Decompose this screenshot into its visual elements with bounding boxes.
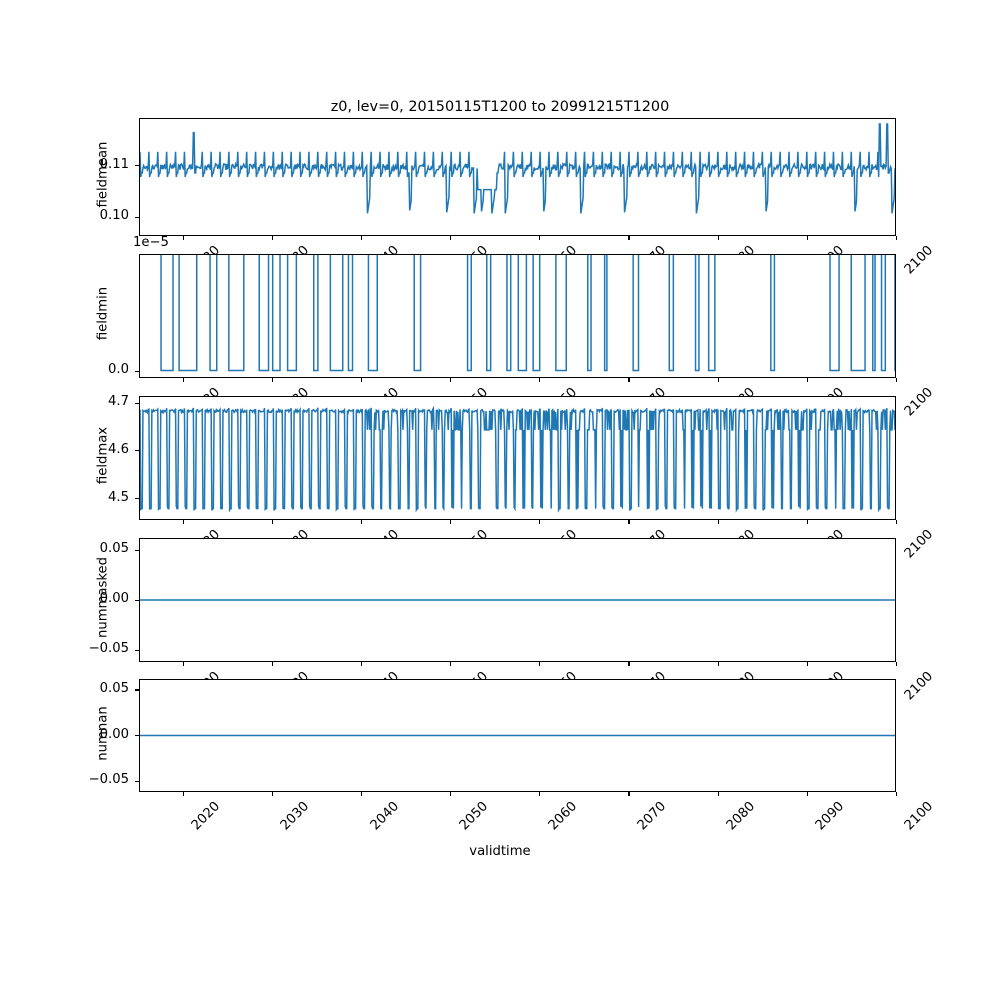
y-tick-mark bbox=[135, 216, 139, 218]
x-tick-mark bbox=[450, 378, 452, 382]
figure-title: z0, lev=0, 20150115T1200 to 20991215T120… bbox=[330, 99, 670, 115]
x-tick-mark bbox=[271, 520, 273, 524]
x-tick-mark bbox=[182, 378, 184, 382]
x-tick-mark bbox=[271, 236, 273, 240]
x-tick-label: 2100 bbox=[902, 669, 937, 704]
y-axis-label-fieldmin: fieldmin bbox=[95, 286, 111, 341]
y-tick-mark bbox=[135, 498, 139, 500]
y-tick-mark bbox=[135, 549, 139, 551]
y-tick-label: 4.6 bbox=[108, 441, 129, 457]
x-tick-mark bbox=[539, 662, 541, 666]
x-tick-label: 2100 bbox=[902, 243, 937, 278]
x-tick-label: 2090 bbox=[813, 799, 848, 834]
x-tick-mark bbox=[539, 520, 541, 524]
x-tick-mark bbox=[806, 662, 808, 666]
data-line-fieldmean bbox=[140, 123, 895, 214]
x-tick-mark bbox=[539, 378, 541, 382]
x-tick-mark bbox=[361, 792, 363, 796]
x-tick-mark bbox=[361, 236, 363, 240]
x-tick-label: 2070 bbox=[634, 799, 670, 834]
x-tick-mark bbox=[271, 662, 273, 666]
x-tick-mark bbox=[450, 792, 452, 796]
y-tick-label: 4.7 bbox=[108, 394, 129, 410]
x-tick-label: 2100 bbox=[902, 385, 937, 420]
subplot-numnan bbox=[139, 679, 896, 792]
subplot-fieldmax bbox=[139, 396, 896, 520]
x-tick-label: 2020 bbox=[189, 799, 224, 834]
x-tick-mark bbox=[628, 236, 630, 240]
subplot-fieldmin bbox=[139, 254, 896, 378]
y-tick-mark bbox=[135, 402, 139, 404]
subplot-fieldmean bbox=[139, 118, 896, 236]
x-tick-mark bbox=[806, 236, 808, 240]
x-tick-mark bbox=[271, 792, 273, 796]
x-tick-label: 2080 bbox=[723, 799, 759, 834]
y-axis-offset-text-fieldmin: 1e−5 bbox=[133, 235, 169, 250]
x-tick-label: 2100 bbox=[902, 527, 937, 562]
y-tick-label: 0.0 bbox=[108, 362, 129, 378]
x-tick-mark bbox=[450, 520, 452, 524]
x-tick-mark bbox=[450, 236, 452, 240]
y-tick-mark bbox=[135, 370, 139, 372]
data-line-fieldmax bbox=[140, 405, 895, 513]
y-tick-mark bbox=[135, 780, 139, 782]
x-tick-mark bbox=[895, 662, 897, 666]
x-tick-mark bbox=[361, 378, 363, 382]
y-tick-label: 0.05 bbox=[99, 541, 129, 556]
x-tick-mark bbox=[806, 378, 808, 382]
x-tick-mark bbox=[539, 236, 541, 240]
x-tick-mark bbox=[182, 662, 184, 666]
y-tick-label: 0.10 bbox=[99, 208, 129, 224]
x-tick-label: 2100 bbox=[902, 799, 937, 834]
y-tick-mark bbox=[135, 165, 139, 167]
x-tick-label: 2050 bbox=[456, 799, 491, 834]
x-axis-label: validtime bbox=[469, 844, 531, 859]
x-tick-mark bbox=[717, 236, 719, 240]
x-tick-mark bbox=[806, 792, 808, 796]
y-tick-mark bbox=[135, 599, 139, 601]
y-tick-label: 0.00 bbox=[99, 591, 129, 606]
x-tick-mark bbox=[717, 378, 719, 382]
data-line-fieldmin bbox=[160, 255, 895, 372]
subplot-nummasked bbox=[139, 538, 896, 662]
x-tick-mark bbox=[806, 520, 808, 524]
y-tick-mark bbox=[135, 450, 139, 452]
x-tick-mark bbox=[361, 520, 363, 524]
y-tick-label: 0.00 bbox=[99, 726, 129, 742]
x-tick-mark bbox=[182, 236, 184, 240]
y-tick-label: −0.05 bbox=[88, 772, 129, 788]
x-tick-mark bbox=[361, 662, 363, 666]
y-tick-label: 0.05 bbox=[99, 680, 129, 696]
x-tick-mark bbox=[895, 378, 897, 382]
x-tick-mark bbox=[717, 792, 719, 796]
y-tick-mark bbox=[135, 735, 139, 737]
y-tick-mark bbox=[135, 649, 139, 651]
x-tick-mark bbox=[895, 792, 897, 796]
x-tick-mark bbox=[628, 520, 630, 524]
y-tick-label: 0.11 bbox=[99, 156, 129, 172]
x-tick-label: 2030 bbox=[278, 799, 313, 834]
x-tick-mark bbox=[717, 662, 719, 666]
x-tick-mark bbox=[271, 378, 273, 382]
x-tick-mark bbox=[628, 792, 630, 796]
x-tick-mark bbox=[717, 520, 719, 524]
x-tick-mark bbox=[628, 378, 630, 382]
y-tick-label: −0.05 bbox=[88, 641, 129, 656]
x-tick-mark bbox=[895, 520, 897, 524]
x-tick-mark bbox=[182, 520, 184, 524]
x-tick-mark bbox=[539, 792, 541, 796]
x-tick-label: 2060 bbox=[545, 799, 580, 834]
x-tick-label: 2040 bbox=[367, 799, 402, 834]
x-tick-mark bbox=[628, 662, 630, 666]
x-tick-mark bbox=[450, 662, 452, 666]
x-tick-mark bbox=[895, 236, 897, 240]
y-tick-label: 4.5 bbox=[108, 489, 129, 505]
x-tick-mark bbox=[182, 792, 184, 796]
y-tick-mark bbox=[135, 689, 139, 691]
